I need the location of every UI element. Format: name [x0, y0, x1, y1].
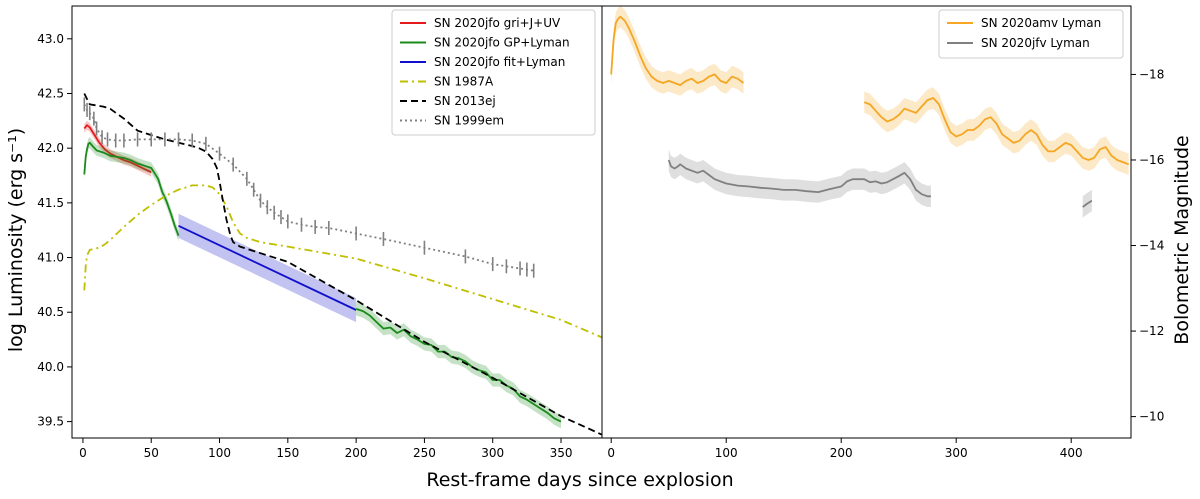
- x-tick-label: 100: [715, 446, 738, 460]
- series-sn-2020jfo-fit-lyman-left: [178, 213, 357, 323]
- series-sn-1987a-left: [83, 184, 602, 339]
- legend-label: SN 2020jfo GP+Lyman: [434, 36, 570, 50]
- legend-label: SN 1999em: [434, 114, 504, 128]
- legend-label: SN 2020jfo fit+Lyman: [434, 55, 565, 69]
- legend-label: SN 2020jfo gri+J+UV: [434, 16, 561, 30]
- left-legend: SN 2020jfo gri+J+UV SN 2020jfo GP+Lyman SN…: [391, 9, 596, 136]
- legend-box: [938, 9, 1124, 59]
- x-tick-label: 300: [481, 446, 504, 460]
- y-tick-label: 42.0: [37, 141, 64, 155]
- uncertainty-band: [611, 6, 744, 96]
- x-tick-label: 0: [79, 446, 87, 460]
- series-line: [355, 308, 562, 423]
- series-sn-2020amv-lyman-right: [610, 6, 1130, 175]
- uncertainty-band: [864, 87, 1129, 175]
- legend-label: SN 2020jfv Lyman: [981, 36, 1090, 50]
- series-line: [1082, 199, 1093, 208]
- series-sn-2020jfv-lyman-right: [667, 149, 1093, 218]
- legend-label: SN 2013ej: [434, 94, 496, 108]
- x-tick-label: 50: [144, 446, 159, 460]
- y-tick-label: −12: [1139, 324, 1164, 338]
- x-tick-label: 0: [607, 446, 615, 460]
- series-line: [178, 224, 357, 311]
- series-line: [863, 97, 1130, 166]
- right-axes-frame: [601, 5, 1132, 439]
- x-tick-label: 150: [276, 446, 299, 460]
- y-tick-label: −14: [1139, 239, 1164, 253]
- x-tick-label: 100: [208, 446, 231, 460]
- series-line: [610, 15, 745, 86]
- series-line: [667, 159, 931, 198]
- left-panel: 0 50 100 150 200 250 300 350 39.5 40.0 40.5 41.0 41.…: [37, 5, 603, 460]
- x-tick-label: 300: [945, 446, 968, 460]
- right-panel: 0 100 200 300 400 −10 −12 −14 −16 −18 SN 2020amv L…: [601, 5, 1164, 460]
- y-tick-label: 41.0: [37, 251, 64, 265]
- legend-label: SN 2020amv Lyman: [981, 16, 1101, 30]
- x-tick-label: 200: [830, 446, 853, 460]
- series-line: [83, 93, 602, 436]
- left-plot-area: [83, 93, 602, 436]
- series-line: [83, 141, 180, 237]
- y-tick-label: −16: [1139, 153, 1164, 167]
- legend-box: [391, 9, 596, 136]
- x-tick-label: 200: [345, 446, 368, 460]
- right-legend: SN 2020amv Lyman SN 2020jfv Lyman: [938, 9, 1124, 59]
- y-tick-label: 43.0: [37, 32, 64, 46]
- y-tick-label: 40.5: [37, 305, 64, 319]
- y-tick-label: 41.5: [37, 196, 64, 210]
- x-axis-title: Rest-frame days since explosion: [426, 469, 733, 491]
- y-tick-label: −18: [1139, 67, 1164, 81]
- y-tick-label: −10: [1139, 410, 1164, 424]
- x-tick-label: 250: [413, 446, 436, 460]
- series-line: [83, 184, 602, 339]
- y-axis-title-right: Bolometric Magnitude: [1171, 135, 1193, 344]
- series-line: [83, 124, 152, 174]
- right-plot-area: [610, 6, 1130, 218]
- x-tick-label: 400: [1060, 446, 1083, 460]
- series-sn-1999em-left: [83, 97, 535, 278]
- uncertainty-band: [668, 149, 931, 207]
- series-series-3-left: [355, 302, 562, 429]
- series-sn-2020jfo-gp-lyman-left: [83, 137, 180, 242]
- y-tick-label: 40.0: [37, 360, 64, 374]
- y-axis-title-left: log Luminosity (erg s⁻¹): [5, 128, 27, 352]
- series-sn-2013ej-left: [83, 93, 602, 436]
- x-tick-label: 350: [550, 446, 573, 460]
- legend-label: SN 1987A: [434, 75, 494, 89]
- y-tick-label: 39.5: [37, 415, 64, 429]
- y-tick-label: 42.5: [37, 86, 64, 100]
